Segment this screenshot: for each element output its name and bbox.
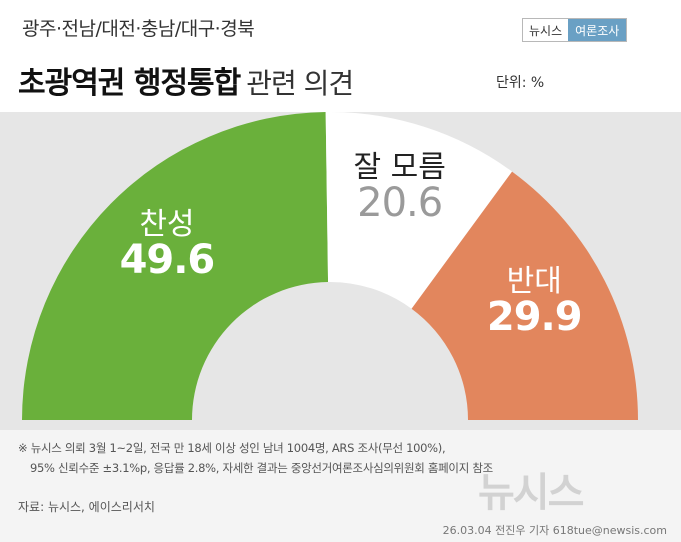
- badge-brand: 뉴시스: [523, 19, 569, 41]
- gauge-segment-dont-know: [325, 112, 513, 309]
- gauge-chart: [22, 112, 638, 421]
- newsis-poll-badge: 뉴시스 여론조사: [522, 18, 628, 42]
- segment-label-against: 반대: [506, 264, 562, 300]
- badge-tag: 여론조사: [568, 19, 627, 41]
- survey-note-line2: 95% 신뢰수준 ±3.1%p, 응답률 2.8%, 자세한 결과는 중앙선거여…: [30, 461, 493, 475]
- byline: 26.03.04 전진우 기자 618tue@newsis.com: [442, 524, 667, 537]
- segment-value-dont-know: 20.6: [357, 179, 443, 226]
- chart-title: 초광역권 행정통합 관련 의견: [18, 58, 354, 102]
- source-label: 자료: 뉴시스, 에이스리서치: [18, 500, 155, 514]
- segment-value-against: 29.9: [486, 294, 583, 341]
- footer: 뉴시스 ※ 뉴시스 의뢰 3월 1~2일, 전국 만 18세 이상 성인 남녀 …: [0, 430, 681, 542]
- chart-area: 찬성 49.6 잘 모름 20.6 반대 29.9: [0, 112, 681, 430]
- newsis-watermark: 뉴시스: [478, 470, 584, 516]
- region-subtitle: 광주·전남/대전·충남/대구·경북: [22, 18, 255, 40]
- survey-note-line1: ※ 뉴시스 의뢰 3월 1~2일, 전국 만 18세 이상 성인 남녀 1004…: [18, 441, 446, 455]
- gauge-segment-against: [411, 171, 638, 420]
- title-sub: 관련 의견: [246, 67, 354, 100]
- unit-label: 단위: %: [496, 75, 545, 91]
- header: 광주·전남/대전·충남/대구·경북 초광역권 행정통합 관련 의견 단위: % 뉴…: [0, 0, 681, 112]
- title-main: 초광역권 행정통합: [18, 66, 241, 101]
- segment-label-in-favor: 찬성: [139, 207, 195, 243]
- gauge-segment-in-favor: [22, 112, 329, 421]
- segment-label-dont-know: 잘 모름: [353, 149, 446, 185]
- segment-value-in-favor: 49.6: [119, 237, 216, 284]
